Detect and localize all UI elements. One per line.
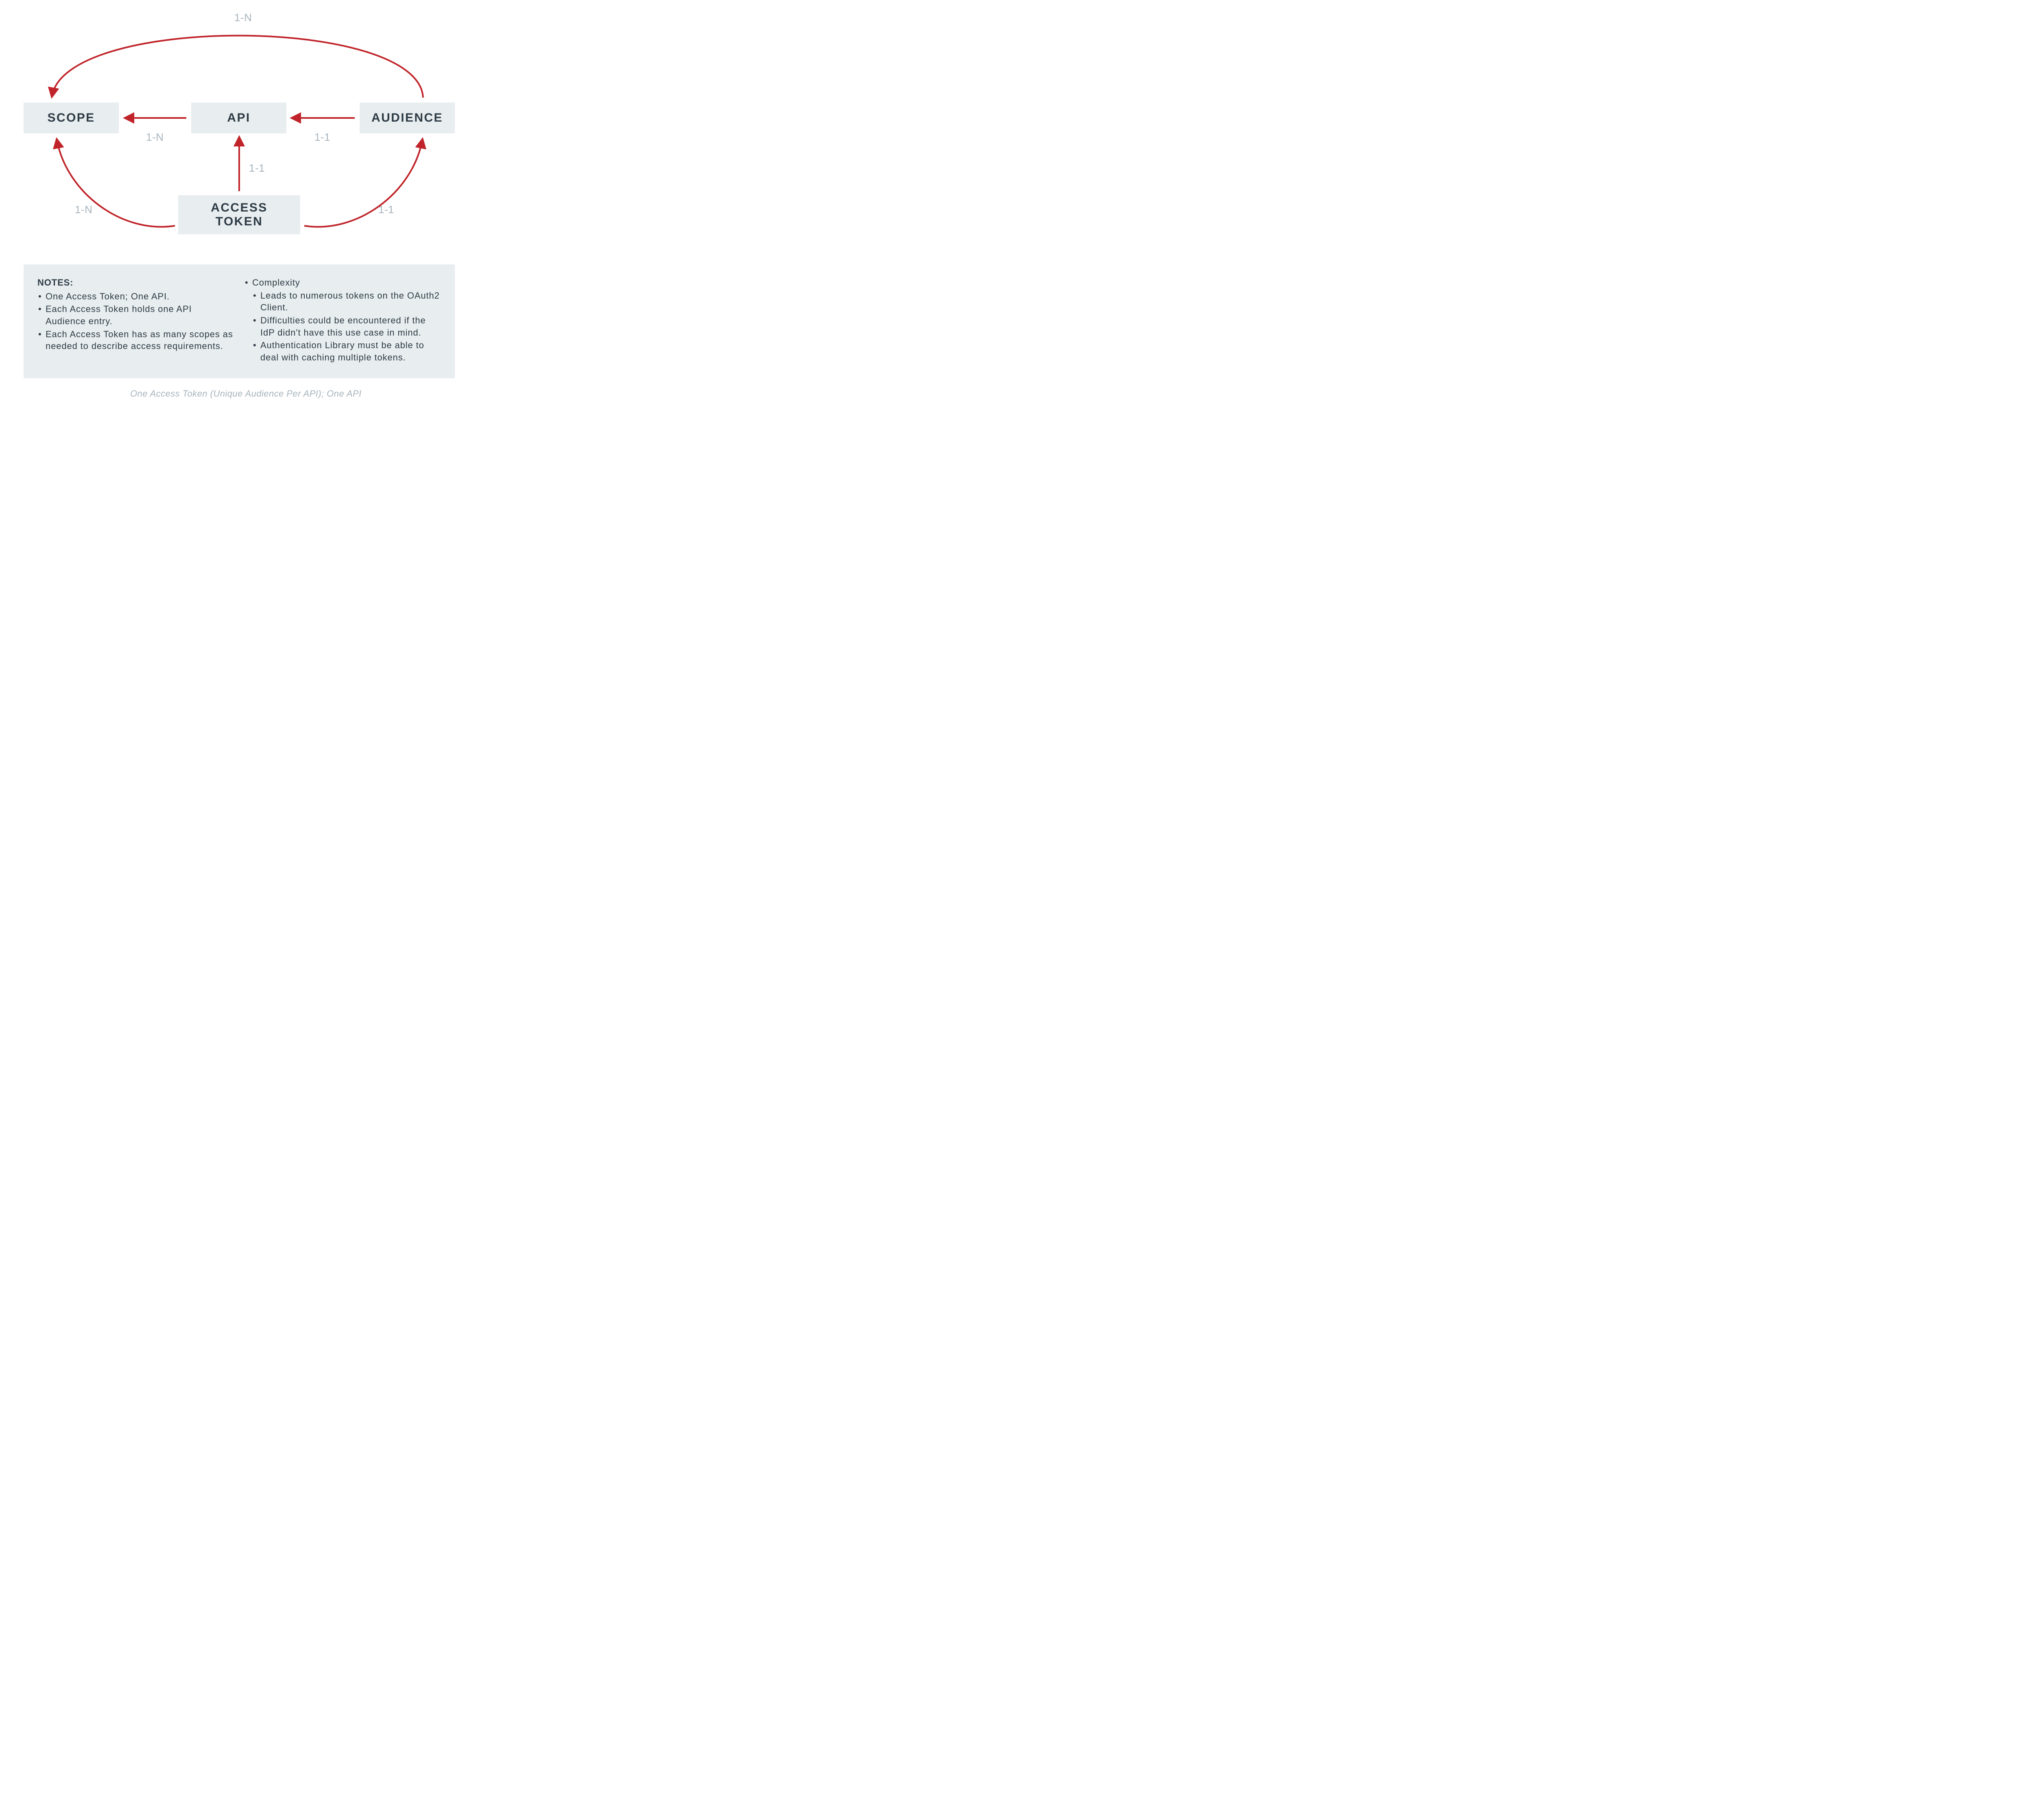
notes-left-column: NOTES: One Access Token; One API.Each Ac… xyxy=(37,277,234,364)
node-token: ACCESS TOKEN xyxy=(178,195,300,234)
node-audience: AUDIENCE xyxy=(360,103,455,133)
edge-label-token-to-api: 1-1 xyxy=(249,162,265,175)
node-label: ACCESS TOKEN xyxy=(211,201,267,229)
notes-right-list: Complexity Leads to numerous tokens on t… xyxy=(244,277,441,364)
edge-label-api-to-scope: 1-N xyxy=(146,131,164,144)
edge-label-token-to-audience: 1-1 xyxy=(378,203,394,216)
node-api: API xyxy=(191,103,286,133)
edge-label-audience-to-api: 1-1 xyxy=(314,131,330,144)
notes-right-sublist: Leads to numerous tokens on the OAuth2 C… xyxy=(252,290,441,364)
edge-audience-to-scope xyxy=(52,35,423,98)
notes-right-header-item: Complexity Leads to numerous tokens on t… xyxy=(244,277,441,364)
edge-token-to-audience xyxy=(304,140,422,227)
notes-panel: NOTES: One Access Token; One API.Each Ac… xyxy=(24,264,455,378)
figure-caption: One Access Token (Unique Audience Per AP… xyxy=(130,388,362,399)
notes-left-item: One Access Token; One API. xyxy=(37,290,234,303)
notes-left-item: Each Access Token has as many scopes as … xyxy=(37,328,234,352)
notes-right-item: Authentication Library must be able to d… xyxy=(252,339,441,363)
node-label: API xyxy=(227,111,250,125)
node-label: AUDIENCE xyxy=(371,111,443,125)
edge-label-token-to-scope: 1-N xyxy=(75,203,92,216)
notes-right-column: Complexity Leads to numerous tokens on t… xyxy=(244,277,441,364)
node-label: SCOPE xyxy=(47,111,95,125)
notes-right-item: Leads to numerous tokens on the OAuth2 C… xyxy=(252,290,441,314)
notes-right-item: Difficulties could be encountered if the… xyxy=(252,314,441,338)
notes-right-header: Complexity xyxy=(252,277,300,288)
notes-left-item: Each Access Token holds one API Audience… xyxy=(37,303,234,327)
notes-title: NOTES: xyxy=(37,277,234,289)
notes-left-list: One Access Token; One API.Each Access To… xyxy=(37,290,234,352)
node-scope: SCOPE xyxy=(24,103,119,133)
edge-label-audience-to-scope: 1-N xyxy=(234,11,252,24)
